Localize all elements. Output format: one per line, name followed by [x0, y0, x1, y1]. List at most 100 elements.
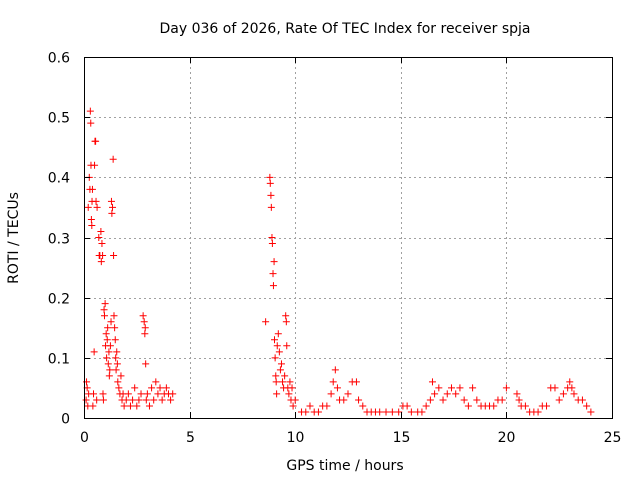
data-point [469, 384, 477, 392]
data-point [306, 402, 314, 410]
data-point [407, 408, 415, 416]
data-point [272, 372, 280, 380]
x-axis-ticks: 0 5 10 15 20 25 [80, 57, 621, 446]
data-points [82, 107, 595, 416]
data-point [169, 390, 177, 398]
data-point [355, 396, 363, 404]
data-point [89, 402, 97, 410]
data-point [110, 312, 118, 320]
x-tick-label: 10 [287, 430, 305, 446]
data-point [111, 324, 119, 332]
data-point [333, 384, 341, 392]
data-point [578, 396, 586, 404]
data-point [456, 384, 464, 392]
data-point [534, 408, 542, 416]
data-point [428, 378, 436, 386]
data-point [113, 360, 121, 368]
data-point [340, 396, 348, 404]
data-point [418, 408, 426, 416]
data-point [97, 227, 105, 235]
x-axis-label: GPS time / hours [286, 458, 403, 474]
data-point [443, 390, 451, 398]
data-point [99, 252, 107, 260]
data-point [359, 402, 367, 410]
data-point [99, 390, 107, 398]
x-tick-label: 5 [186, 430, 195, 446]
x-tick-label: 15 [393, 430, 411, 446]
data-point [133, 402, 141, 410]
data-point [137, 390, 145, 398]
grid-lines [84, 57, 612, 418]
data-point [273, 342, 281, 350]
data-point [431, 390, 439, 398]
data-point [148, 384, 156, 392]
data-point [139, 312, 147, 320]
data-point [551, 384, 559, 392]
data-point [106, 366, 114, 374]
data-point [115, 384, 123, 392]
data-point [99, 396, 107, 404]
data-point [156, 384, 164, 392]
data-point [135, 396, 143, 404]
data-point [498, 396, 506, 404]
data-point [95, 234, 103, 241]
data-point [140, 318, 148, 326]
data-point [587, 408, 595, 416]
data-point [92, 137, 100, 145]
data-point [435, 384, 443, 392]
data-point [273, 390, 281, 398]
data-point [382, 408, 390, 416]
data-point [154, 390, 162, 398]
data-point [282, 312, 290, 320]
x-tick-label: 25 [604, 430, 622, 446]
data-point [167, 396, 175, 404]
data-point [158, 396, 166, 404]
y-tick-label: 0.1 [48, 352, 70, 368]
data-point [344, 390, 352, 398]
data-point [388, 408, 396, 416]
data-point [464, 402, 472, 410]
y-tick-label: 0.5 [48, 111, 70, 127]
data-point [352, 378, 360, 386]
data-point [142, 396, 150, 404]
data-point [92, 197, 100, 205]
data-point [270, 258, 278, 266]
data-point [272, 378, 280, 386]
data-point [98, 240, 106, 248]
data-point [124, 390, 132, 398]
y-tick-label: 0.3 [48, 232, 70, 248]
data-point [403, 402, 411, 410]
data-point [447, 384, 455, 392]
data-point [150, 396, 158, 404]
data-point [131, 384, 139, 392]
data-point [114, 378, 122, 386]
data-point [269, 282, 277, 290]
data-point [302, 408, 310, 416]
data-point [122, 396, 130, 404]
data-point [100, 306, 108, 314]
data-point [473, 396, 481, 404]
data-point [543, 402, 551, 410]
data-point [286, 378, 294, 386]
data-point [314, 408, 322, 416]
data-point [84, 203, 92, 211]
data-point [110, 252, 118, 260]
data-point [279, 378, 287, 386]
y-tick-label: 0.4 [48, 171, 70, 187]
chart-title: Day 036 of 2026, Rate Of TEC Index for r… [159, 21, 530, 37]
data-point [103, 354, 111, 362]
data-point [281, 372, 289, 380]
data-point [90, 390, 98, 398]
data-point [395, 408, 403, 416]
data-point [87, 215, 95, 223]
data-point [109, 203, 117, 211]
data-point [275, 348, 283, 356]
data-point [439, 396, 447, 404]
data-point [93, 203, 101, 211]
y-axis-label: ROTI / TECUs [6, 192, 22, 284]
data-point [555, 396, 563, 404]
data-point [143, 390, 151, 398]
data-point [91, 161, 99, 169]
plot-frame [84, 57, 613, 419]
